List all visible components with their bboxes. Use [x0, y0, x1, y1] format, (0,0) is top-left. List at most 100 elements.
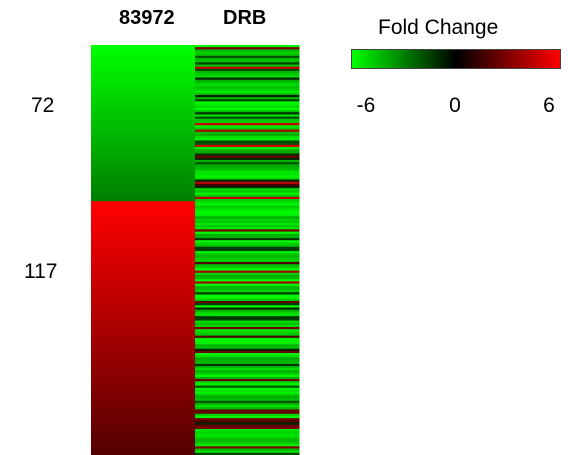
heatmap-cell: [195, 123, 300, 126]
heatmap-cell: [195, 255, 300, 259]
heatmap-cell: [91, 194, 196, 198]
heatmap-cell: [91, 292, 196, 296]
heatmap-cell: [91, 116, 196, 120]
heatmap-cell: [91, 342, 196, 345]
heatmap-cell: [195, 411, 300, 415]
heatmap-cell: [195, 73, 300, 76]
heatmap-cell: [91, 155, 196, 159]
heatmap-cell: [195, 452, 300, 455]
heatmap-cell: [91, 125, 196, 129]
heatmap-cell: [195, 298, 300, 302]
heatmap-cell: [91, 396, 196, 400]
heatmap-cell: [91, 274, 196, 278]
heatmap-cell: [195, 79, 300, 83]
heatmap-cell: [195, 279, 300, 283]
heatmap-cell: [195, 164, 300, 168]
heatmap-cell: [195, 418, 300, 421]
heatmap-cell: [195, 357, 300, 361]
heatmap-cell: [91, 62, 196, 66]
heatmap-cell: [91, 259, 196, 263]
heatmap-cell: [195, 305, 300, 309]
heatmap-cell: [91, 55, 196, 59]
heatmap-cell: [195, 372, 300, 376]
heatmap-cell: [195, 116, 300, 120]
heatmap-cell: [91, 355, 196, 358]
heatmap-cell: [195, 227, 300, 230]
heatmap-cell: [91, 103, 196, 107]
heatmap-cell: [195, 101, 300, 105]
heatmap-cell: [91, 437, 196, 441]
heatmap-cell: [195, 179, 300, 183]
heatmap-cell: [195, 151, 300, 155]
heatmap-cell: [195, 177, 300, 181]
heatmap-cell: [91, 283, 196, 287]
heatmap-cell: [195, 172, 300, 176]
heatmap-cell: [91, 253, 196, 257]
heatmap-cell: [91, 105, 196, 109]
heatmap-cell: [91, 190, 196, 194]
heatmap-cell: [195, 376, 300, 380]
heatmap-cell: [91, 316, 196, 319]
heatmap-cell: [91, 66, 196, 70]
heatmap-cell: [195, 231, 300, 235]
heatmap-cell: [195, 248, 300, 252]
heatmap-cell: [195, 214, 300, 217]
heatmap-cell: [91, 322, 196, 326]
heatmap-cell: [91, 86, 196, 89]
heatmap-cell: [91, 331, 196, 335]
heatmap-cell: [91, 97, 196, 100]
heatmap-cell: [91, 203, 196, 207]
heatmap-cell: [91, 290, 196, 293]
heatmap-cell: [91, 446, 196, 450]
heatmap-cell: [91, 233, 196, 237]
heatmap-cell: [195, 246, 300, 250]
heatmap-cell: [91, 73, 196, 76]
heatmap-cell: [91, 281, 196, 285]
heatmap-cell: [195, 140, 300, 144]
heatmap-cell: [195, 233, 300, 237]
heatmap-cell: [195, 316, 300, 319]
heatmap-cell: [91, 426, 196, 430]
heatmap-cell: [91, 452, 196, 455]
heatmap-cell: [91, 133, 196, 137]
heatmap-cell: [195, 120, 300, 124]
heatmap-cell: [195, 272, 300, 276]
heatmap-cell: [91, 75, 196, 79]
heatmap-cell: [195, 133, 300, 137]
heatmap-cell: [91, 357, 196, 361]
heatmap-cell: [91, 294, 196, 298]
heatmap-cell: [91, 257, 196, 261]
heatmap-cell: [195, 144, 300, 148]
heatmap-cell: [91, 110, 196, 113]
heatmap-cell: [195, 90, 300, 94]
heatmap-cell: [195, 205, 300, 209]
heatmap-cell: [91, 383, 196, 387]
heatmap-cell: [195, 146, 300, 150]
heatmap-cell: [91, 287, 196, 291]
heatmap-cell: [91, 49, 196, 53]
heatmap-cell: [195, 294, 300, 298]
heatmap-cell: [195, 222, 300, 226]
heatmap-cell: [195, 225, 300, 228]
heatmap-cell: [195, 361, 300, 365]
heatmap-cell: [91, 136, 196, 139]
heatmap-cell: [91, 248, 196, 252]
heatmap-cell: [195, 313, 300, 317]
heatmap-cell: [195, 400, 300, 404]
heatmap-cell: [91, 53, 196, 57]
column-header-83972: 83972: [119, 7, 175, 29]
heatmap-cell: [91, 277, 196, 280]
heatmap-cell: [195, 97, 300, 100]
heatmap-cell: [195, 125, 300, 129]
heatmap-cell: [195, 385, 300, 389]
heatmap-cell: [91, 196, 196, 200]
heatmap-cell: [195, 426, 300, 430]
heatmap-cell: [195, 155, 300, 159]
heatmap-cell: [195, 437, 300, 441]
heatmap-cell: [195, 244, 300, 248]
heatmap-cell: [195, 60, 300, 63]
heatmap-cell: [91, 363, 196, 367]
heatmap-cell: [91, 296, 196, 300]
heatmap-cell: [195, 355, 300, 358]
heatmap-cell: [195, 433, 300, 437]
